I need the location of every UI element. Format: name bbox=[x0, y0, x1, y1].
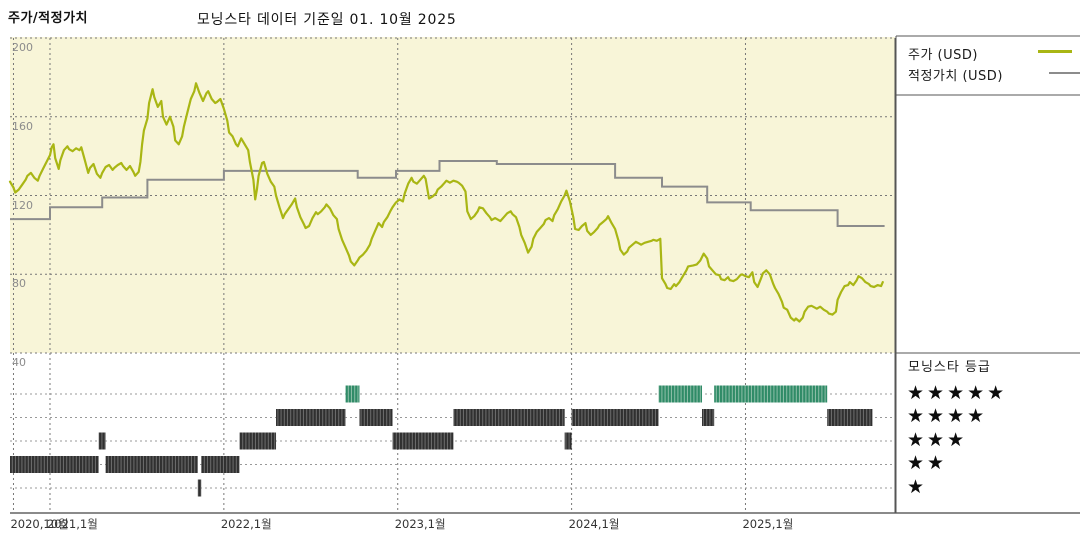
rating-bar-5star bbox=[714, 385, 828, 403]
rating-legend-title: 모닝스타 등급 bbox=[908, 360, 991, 375]
rating-bar-4star bbox=[276, 409, 346, 426]
legend-fairvalue-label: 적정가치 (USD) bbox=[908, 69, 1003, 84]
rating-bar-4star bbox=[702, 409, 715, 426]
star-row-3: ★★★ bbox=[907, 429, 968, 451]
rating-bar-1star bbox=[197, 479, 202, 497]
y-axis-tick-label: 160 bbox=[12, 119, 33, 133]
legend-item-fairvalue: 적정가치 (USD) bbox=[908, 65, 1003, 84]
price-line-swatch bbox=[1038, 50, 1072, 53]
rating-bars bbox=[10, 385, 873, 497]
rating-bar-3star bbox=[239, 432, 277, 450]
y-axis-tick-label: 80 bbox=[12, 277, 26, 291]
rating-bar-5star bbox=[345, 385, 360, 403]
x-axis-tick-label: 2023,1월 bbox=[394, 517, 446, 531]
price-line bbox=[8, 82, 884, 323]
rating-bar-4star bbox=[827, 409, 873, 426]
page-title: 주가/적정가치 bbox=[8, 11, 89, 26]
series-lines bbox=[8, 82, 885, 323]
x-axis-tick-label: 2024,1월 bbox=[568, 517, 620, 531]
rating-bar-4star bbox=[571, 409, 659, 426]
y-axis-tick-label: 120 bbox=[12, 198, 33, 212]
fairvalue-line-swatch bbox=[1049, 72, 1080, 74]
star-row-5: ★★★★★ bbox=[907, 382, 1008, 404]
y-axis-tick-label: 40 bbox=[12, 356, 26, 369]
y-axis-tick-label: 200 bbox=[12, 41, 33, 54]
legend-item-price: 주가 (USD) bbox=[908, 44, 978, 63]
x-axis-tick-label: 2022,1월 bbox=[220, 517, 272, 531]
price-plot-area bbox=[10, 37, 895, 353]
rating-bar-3star bbox=[564, 432, 572, 450]
x-axis-tick-label: 2020,10월 bbox=[10, 517, 69, 531]
data-asof-title: 모닝스타 데이터 기준일 01. 10월 2025 bbox=[197, 12, 457, 28]
fair-value-line bbox=[10, 160, 885, 227]
star-row-2: ★★ bbox=[907, 452, 948, 474]
rating-bar-4star bbox=[359, 409, 393, 426]
rating-bar-5star bbox=[658, 385, 703, 403]
rating-bar-2star bbox=[10, 456, 99, 473]
plot-background bbox=[10, 37, 895, 353]
rating-bar-3star bbox=[392, 432, 454, 450]
rating-bar-2star bbox=[201, 456, 240, 473]
star-row-1: ★ bbox=[907, 476, 928, 498]
rating-bar-3star bbox=[98, 432, 106, 450]
rating-bar-2star bbox=[105, 456, 198, 473]
legend-price-label: 주가 (USD) bbox=[908, 48, 978, 63]
x-axis-tick-label: 2025,1월 bbox=[742, 517, 794, 531]
x-axis-tick-label: 2021,1월 bbox=[46, 517, 98, 531]
panel-borders bbox=[10, 35, 1080, 514]
rating-bar-4star bbox=[453, 409, 565, 426]
star-row-4: ★★★★ bbox=[907, 405, 988, 427]
